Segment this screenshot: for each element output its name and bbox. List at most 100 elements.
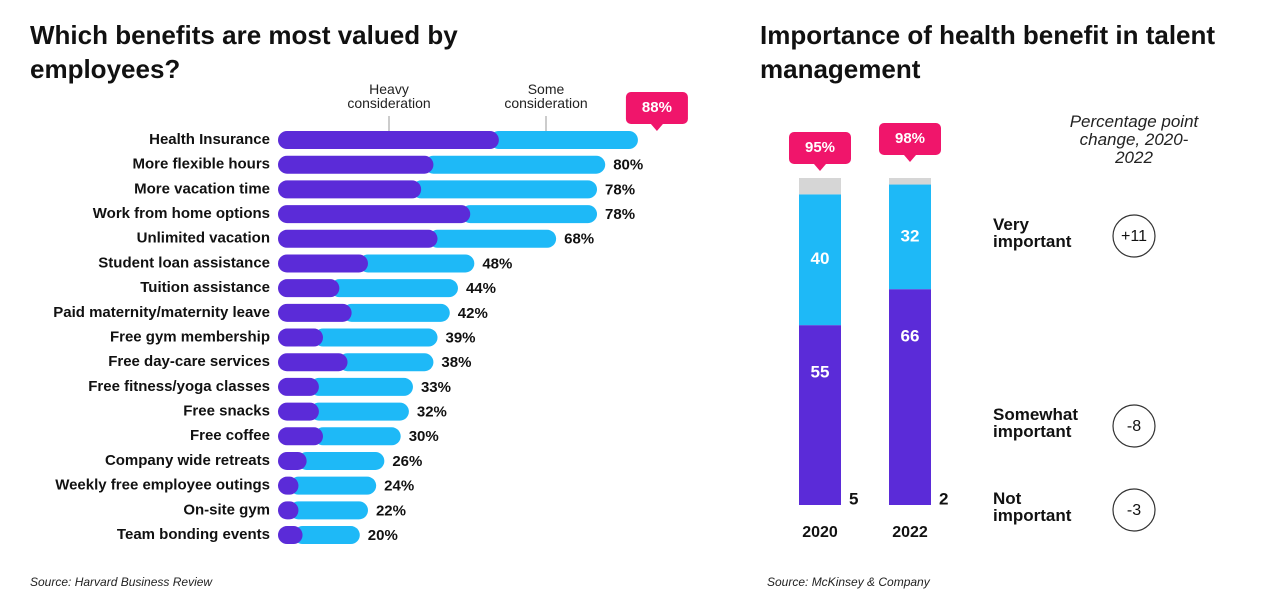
bar-segment [278, 501, 299, 520]
bar-segment [278, 402, 319, 421]
segment-label: 40 [811, 249, 830, 268]
badge [625, 92, 688, 131]
bar-segment [461, 205, 598, 224]
bar-segment [799, 194, 841, 326]
bar-segment [799, 325, 841, 505]
bar-segment [309, 377, 413, 396]
x-tick-label: 2020 [802, 524, 838, 541]
category-label: Student loan assistance [98, 254, 270, 271]
total-label: 88% [642, 99, 672, 116]
bar-segment [889, 184, 931, 290]
bar-segment [289, 476, 377, 495]
segment-label: 66 [901, 327, 920, 346]
row-label-box: Somewhat important [993, 406, 1079, 441]
total-label: 44% [466, 280, 496, 297]
bar-segment [330, 279, 458, 298]
change-circle [1112, 488, 1156, 532]
row-label: Very important [993, 216, 1072, 251]
total-label: 95% [805, 139, 835, 156]
bar-segment [278, 279, 340, 298]
total-label: 38% [441, 354, 471, 371]
legend-label: Heavy consideration [347, 82, 431, 111]
category-label: Free day-care services [108, 353, 270, 370]
chart-title: Which benefits are most valued by employ… [30, 20, 458, 84]
row-label-box: Very important [993, 216, 1072, 251]
total-label: 80% [613, 157, 643, 174]
bar-segment [309, 402, 409, 421]
bar-segment [489, 131, 638, 149]
total-label: 33% [421, 379, 451, 396]
category-label: Weekly free employee outings [55, 477, 270, 494]
change-label: -3 [1127, 502, 1141, 519]
source-box: Source: Harvard Business Review [30, 575, 213, 589]
bar-segment [313, 328, 438, 347]
source-box: Source: McKinsey & Company [767, 575, 930, 589]
bar-segment [278, 180, 422, 199]
total-label: 78% [605, 206, 635, 223]
source: Source: Harvard Business Review [30, 575, 213, 589]
bar-segment [278, 205, 471, 224]
bar-segment [428, 229, 557, 248]
x-tick-label: 2022 [892, 524, 928, 541]
category-label: More vacation time [134, 180, 270, 197]
total-label: 68% [564, 231, 594, 248]
bar-segment [278, 526, 303, 545]
bar-segment [424, 155, 606, 174]
category-label: Company wide retreats [105, 452, 270, 469]
total-label: 39% [446, 329, 476, 346]
bar-segment [278, 353, 348, 372]
category-label: Unlimited vacation [137, 230, 270, 247]
category-label: Team bonding events [117, 526, 270, 543]
bar-segment [289, 501, 368, 520]
total-label: 24% [384, 478, 414, 495]
segment-label: 5 [849, 489, 858, 508]
category-label: Free snacks [183, 403, 270, 420]
segment-label: 32 [901, 226, 920, 245]
category-label: Paid maternity/maternity leave [53, 304, 270, 321]
bar-segment [278, 427, 323, 446]
total-label: 30% [409, 428, 439, 445]
row-label: Somewhat important [993, 406, 1079, 441]
bar-segment [278, 155, 434, 174]
bar-segment [278, 229, 438, 248]
category-label: Free fitness/yoga classes [88, 378, 270, 395]
row-label-box: Not important [993, 490, 1072, 525]
chart-title: Importance of health benefit in talent m… [760, 20, 1216, 84]
legend-label: Some consideration [504, 82, 588, 111]
total-label: 42% [458, 305, 488, 322]
change-title: Percentage point change, 2020-2022 [1069, 113, 1199, 167]
category-label: Tuition assistance [140, 279, 270, 296]
total-label: 48% [482, 255, 512, 272]
bar-segment [278, 476, 299, 495]
bar-segment [297, 451, 385, 470]
bar-segment [278, 328, 323, 347]
bar-segment [278, 131, 499, 149]
badge [879, 123, 941, 162]
bar-segment [799, 178, 841, 195]
category-label: On-site gym [183, 501, 270, 518]
total-label: 78% [605, 181, 635, 198]
category-label: Free coffee [190, 427, 270, 444]
total-label: 20% [368, 527, 398, 544]
total-label: 32% [417, 404, 447, 421]
chart-title-box: Importance of health benefit in talent m… [760, 20, 1216, 84]
change-title-box: Percentage point change, 2020-2022 [1069, 113, 1199, 167]
row-label: Not important [993, 490, 1072, 525]
bar-segment [278, 303, 352, 322]
legend-label-box: Heavy consideration [347, 82, 431, 111]
bar-segment [342, 303, 450, 322]
segment-label: 2 [939, 489, 948, 508]
total-label: 26% [392, 453, 422, 470]
bar-segment [278, 377, 319, 396]
bar-segment [412, 180, 598, 199]
total-label: 98% [895, 130, 925, 147]
bar-segment [293, 526, 360, 545]
segment-label: 55 [811, 363, 830, 382]
bar-segment [338, 353, 434, 372]
bar-segment [278, 451, 307, 470]
change-circle [1112, 404, 1156, 448]
bar-segment [889, 178, 931, 185]
category-label: Work from home options [93, 205, 270, 222]
bar-segment [313, 427, 401, 446]
